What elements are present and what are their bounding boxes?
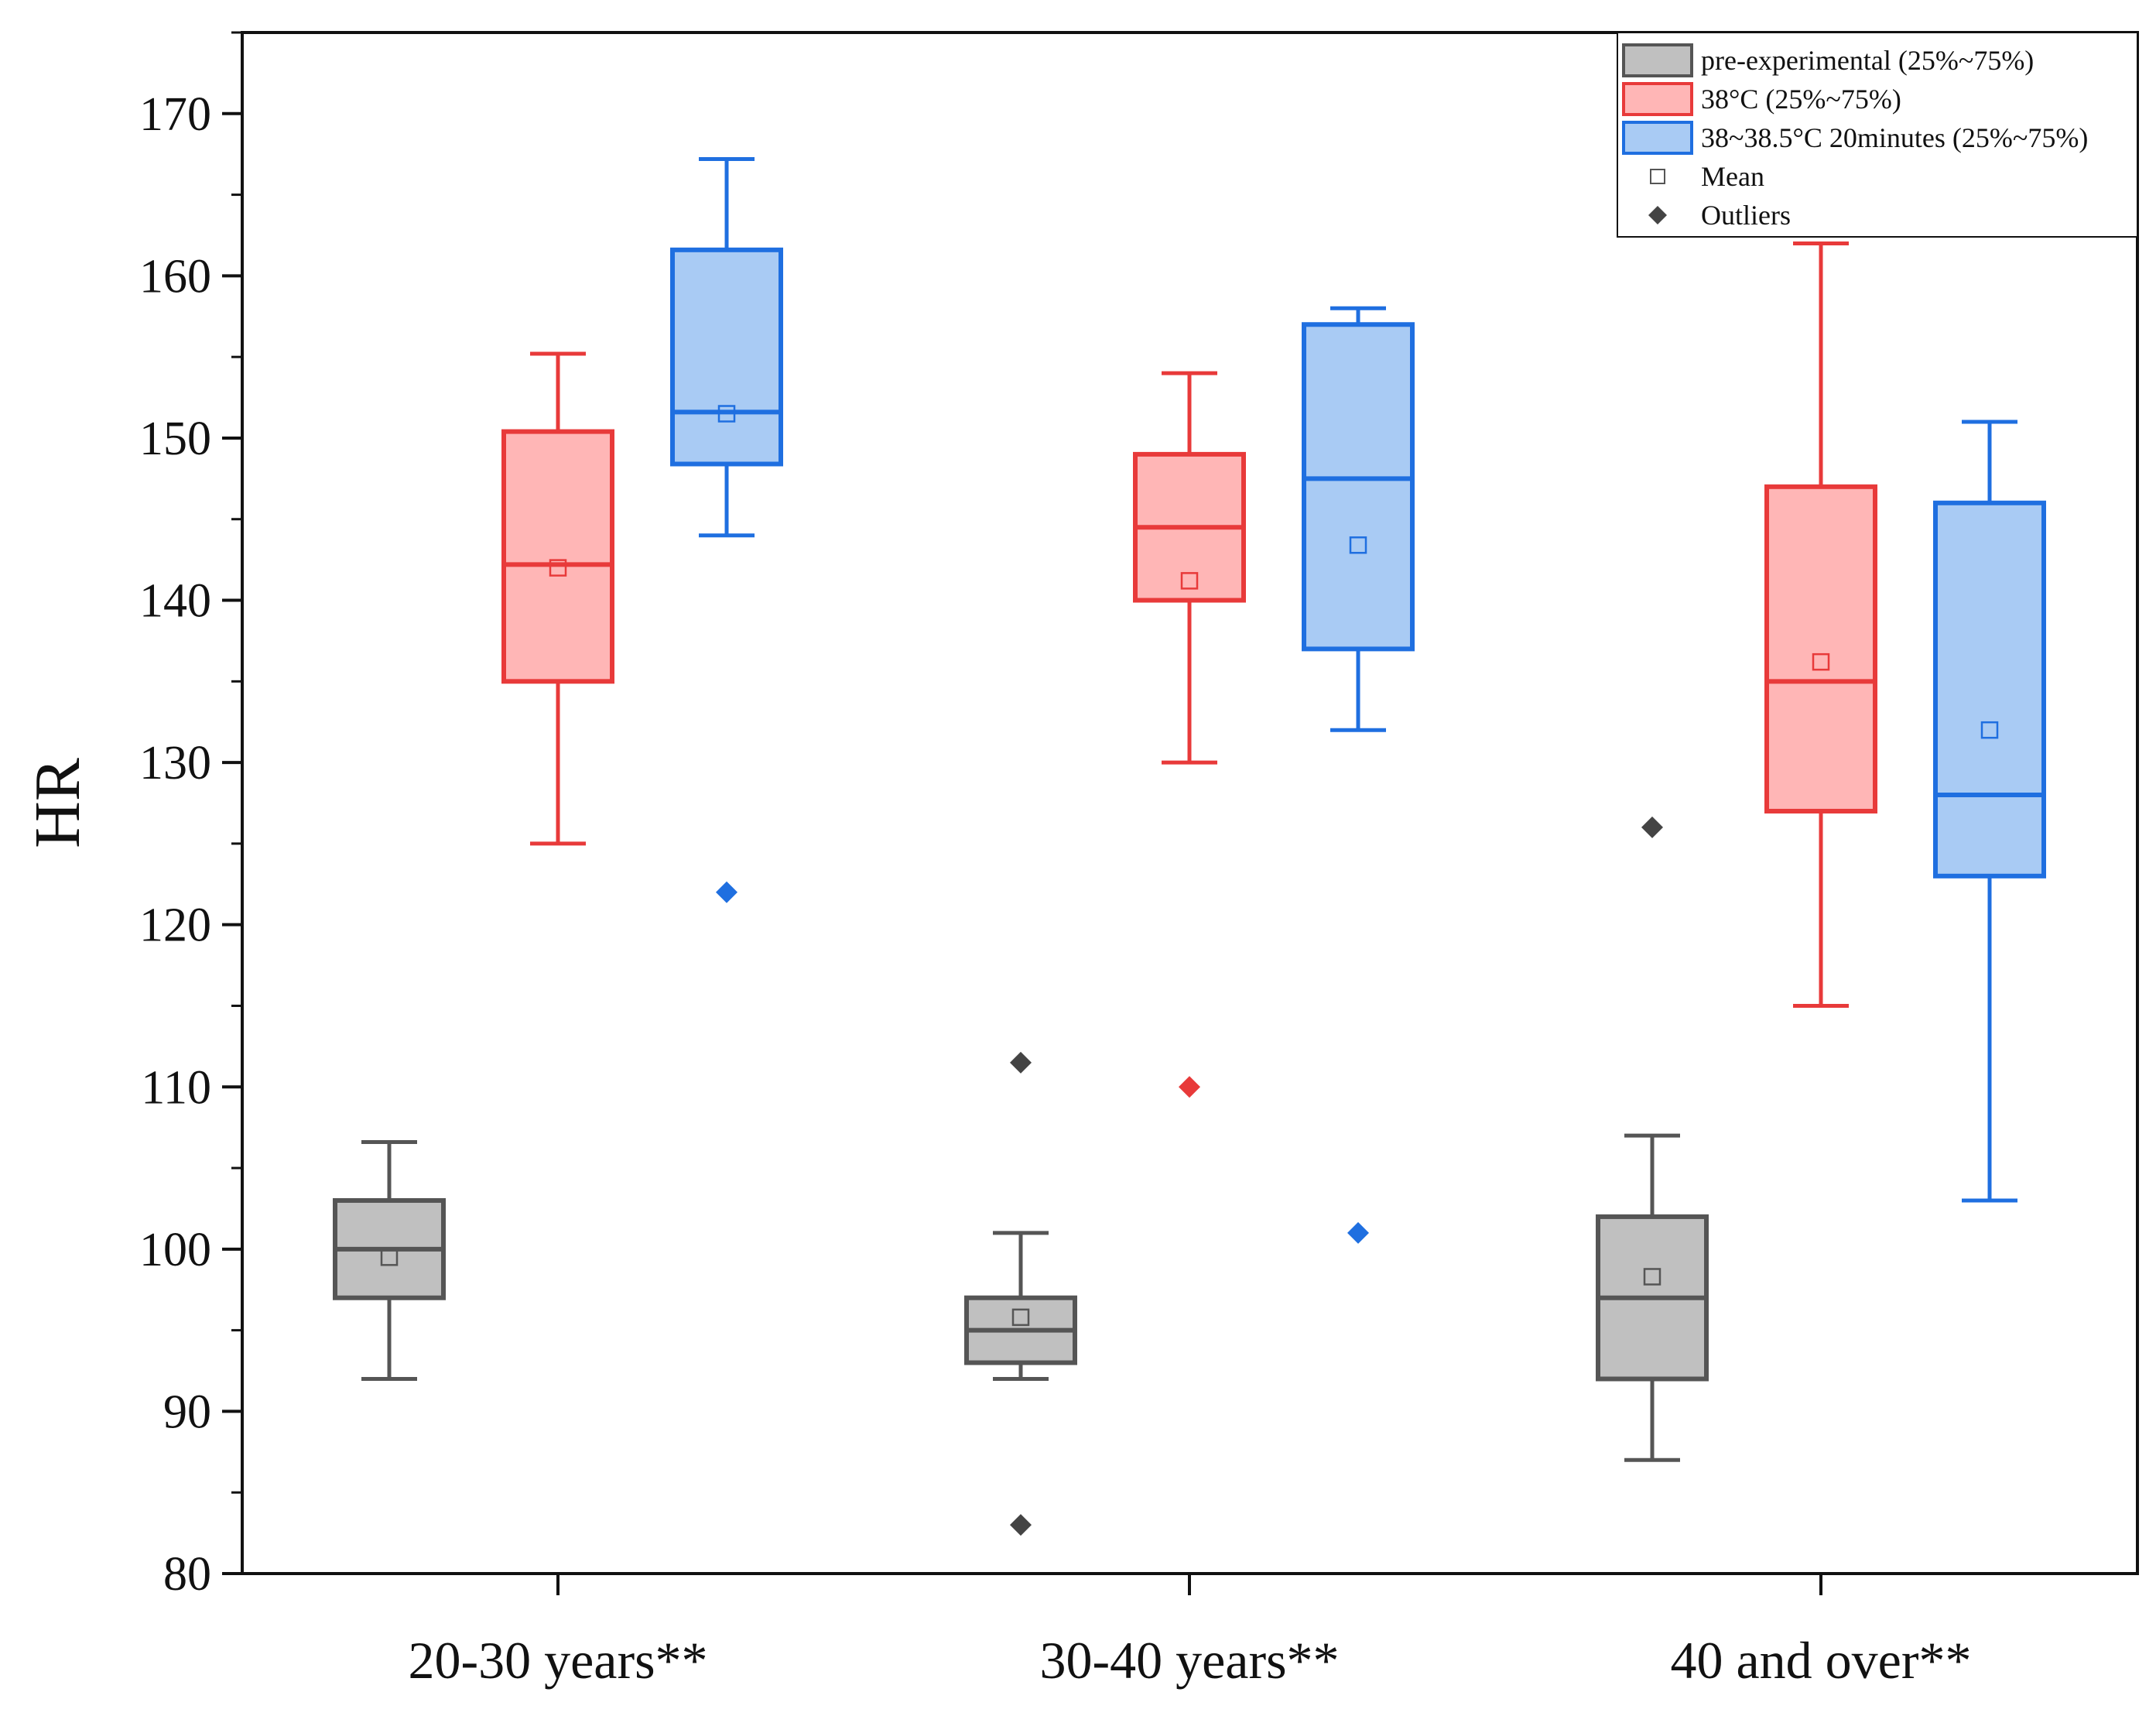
outlier-point [1347, 1221, 1369, 1244]
box-blue-1 [670, 156, 783, 903]
legend-frame [1617, 32, 2138, 238]
mean-marker [1643, 1268, 1661, 1286]
legend-mean-marker [1650, 169, 1665, 184]
y-tick-label: 120 [139, 899, 211, 952]
x-category-label: 20-30 years** [408, 1631, 707, 1690]
x-category-label: 40 and over** [1670, 1631, 1971, 1690]
iqr-box [1302, 322, 1415, 652]
legend-label: pre-experimental (25%~75%) [1701, 45, 2034, 76]
y-tick-label: 140 [139, 575, 211, 628]
legend-label: Outliers [1701, 200, 1791, 231]
legend-outlier-marker [1648, 206, 1667, 224]
outlier-point [1010, 1514, 1032, 1536]
legend-label: 38~38.5°C 20minutes (25%~75%) [1701, 122, 2088, 153]
iqr-box [1764, 484, 1877, 813]
mean-marker [717, 405, 736, 423]
box-red-3 [1764, 241, 1877, 1008]
legend-swatch-gray [1622, 43, 1693, 77]
outlier-point [1641, 816, 1663, 838]
mean-marker [380, 1248, 399, 1266]
box-gray-2 [964, 1051, 1077, 1536]
legend-label: Mean [1701, 161, 1764, 192]
legend-label: 38°C (25%~75%) [1701, 84, 1901, 115]
y-axis-label: HR [22, 758, 94, 848]
box-gray-1 [333, 1140, 446, 1382]
mean-marker [1180, 572, 1199, 590]
mean-marker [1980, 721, 1999, 739]
mean-marker [549, 559, 567, 577]
legend: pre-experimental (25%~75%) 38°C (25%~75%)… [1617, 32, 2138, 238]
y-tick-label: 90 [163, 1385, 211, 1438]
y-tick-label: 130 [139, 737, 211, 789]
y-tick-label: 160 [139, 250, 211, 303]
mean-marker [1812, 652, 1830, 671]
mean-marker [1011, 1308, 1030, 1327]
box-gray-3 [1596, 816, 1709, 1462]
legend-swatch-blue [1622, 121, 1693, 155]
y-tick-label: 110 [141, 1061, 211, 1114]
box-red-1 [501, 351, 614, 846]
iqr-box [1933, 500, 2046, 879]
box-blue-3 [1933, 420, 2046, 1203]
iqr-box [670, 247, 783, 467]
box-red-2 [1133, 371, 1246, 1098]
outlier-point [716, 881, 737, 903]
legend-swatch-red [1622, 82, 1693, 116]
y-tick-label: 150 [139, 413, 211, 465]
y-tick-label: 170 [139, 88, 211, 141]
y-tick-label: 80 [163, 1548, 211, 1601]
outlier-point [1179, 1076, 1200, 1098]
outlier-point [1010, 1051, 1032, 1074]
mean-marker [1349, 536, 1367, 554]
x-category-label: 30-40 years** [1039, 1631, 1339, 1690]
y-tick-label: 100 [139, 1224, 211, 1276]
box-blue-2 [1302, 306, 1415, 1244]
iqr-box [501, 429, 614, 684]
